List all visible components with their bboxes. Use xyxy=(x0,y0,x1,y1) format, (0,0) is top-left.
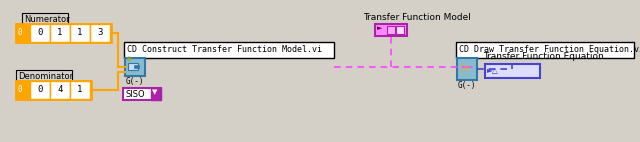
Text: 0: 0 xyxy=(18,85,22,94)
Bar xyxy=(16,81,91,99)
Bar xyxy=(16,24,111,42)
Bar xyxy=(128,63,138,70)
Text: G(-): G(-) xyxy=(126,77,145,86)
Bar xyxy=(30,24,50,42)
Text: ►: ► xyxy=(377,25,382,31)
Text: 0: 0 xyxy=(37,85,43,94)
Bar xyxy=(16,81,30,99)
Bar xyxy=(125,58,145,76)
Text: ►△: ►△ xyxy=(487,66,499,75)
Bar xyxy=(396,26,404,34)
Text: CD Draw Transfer Function Equation.vi: CD Draw Transfer Function Equation.vi xyxy=(459,45,640,54)
Text: 1: 1 xyxy=(77,85,83,94)
Bar xyxy=(375,24,407,36)
Text: SISO: SISO xyxy=(126,90,146,99)
Bar xyxy=(70,24,90,42)
Text: Denominator: Denominator xyxy=(18,72,73,81)
Text: Numerator: Numerator xyxy=(24,15,70,24)
Bar xyxy=(16,24,30,42)
Text: Transfer Function Equation: Transfer Function Equation xyxy=(483,52,604,61)
Text: 3: 3 xyxy=(97,28,102,37)
Bar xyxy=(16,70,72,81)
Text: *: * xyxy=(126,55,132,68)
Text: G(-): G(-) xyxy=(458,81,477,90)
Bar xyxy=(70,81,90,99)
Text: 1: 1 xyxy=(77,28,83,37)
Text: ☞: ☞ xyxy=(459,61,472,75)
Text: 1: 1 xyxy=(58,28,63,37)
Bar xyxy=(90,24,110,42)
Bar xyxy=(50,24,70,42)
Bar xyxy=(456,42,634,58)
Text: Transfer Function Model: Transfer Function Model xyxy=(363,13,471,22)
Bar xyxy=(134,65,139,68)
Bar xyxy=(30,81,50,99)
Text: 4: 4 xyxy=(58,85,63,94)
Bar xyxy=(123,88,161,100)
Text: 0: 0 xyxy=(18,28,22,37)
Text: CD Construct Transfer Function Model.vi: CD Construct Transfer Function Model.vi xyxy=(127,45,322,54)
Bar xyxy=(124,42,334,58)
Bar xyxy=(22,13,68,24)
Text: 0: 0 xyxy=(37,28,43,37)
Bar xyxy=(457,58,477,80)
Bar xyxy=(151,88,161,100)
Bar xyxy=(485,64,540,78)
Bar xyxy=(387,26,395,34)
Bar xyxy=(50,81,70,99)
Text: ▼: ▼ xyxy=(152,89,157,95)
